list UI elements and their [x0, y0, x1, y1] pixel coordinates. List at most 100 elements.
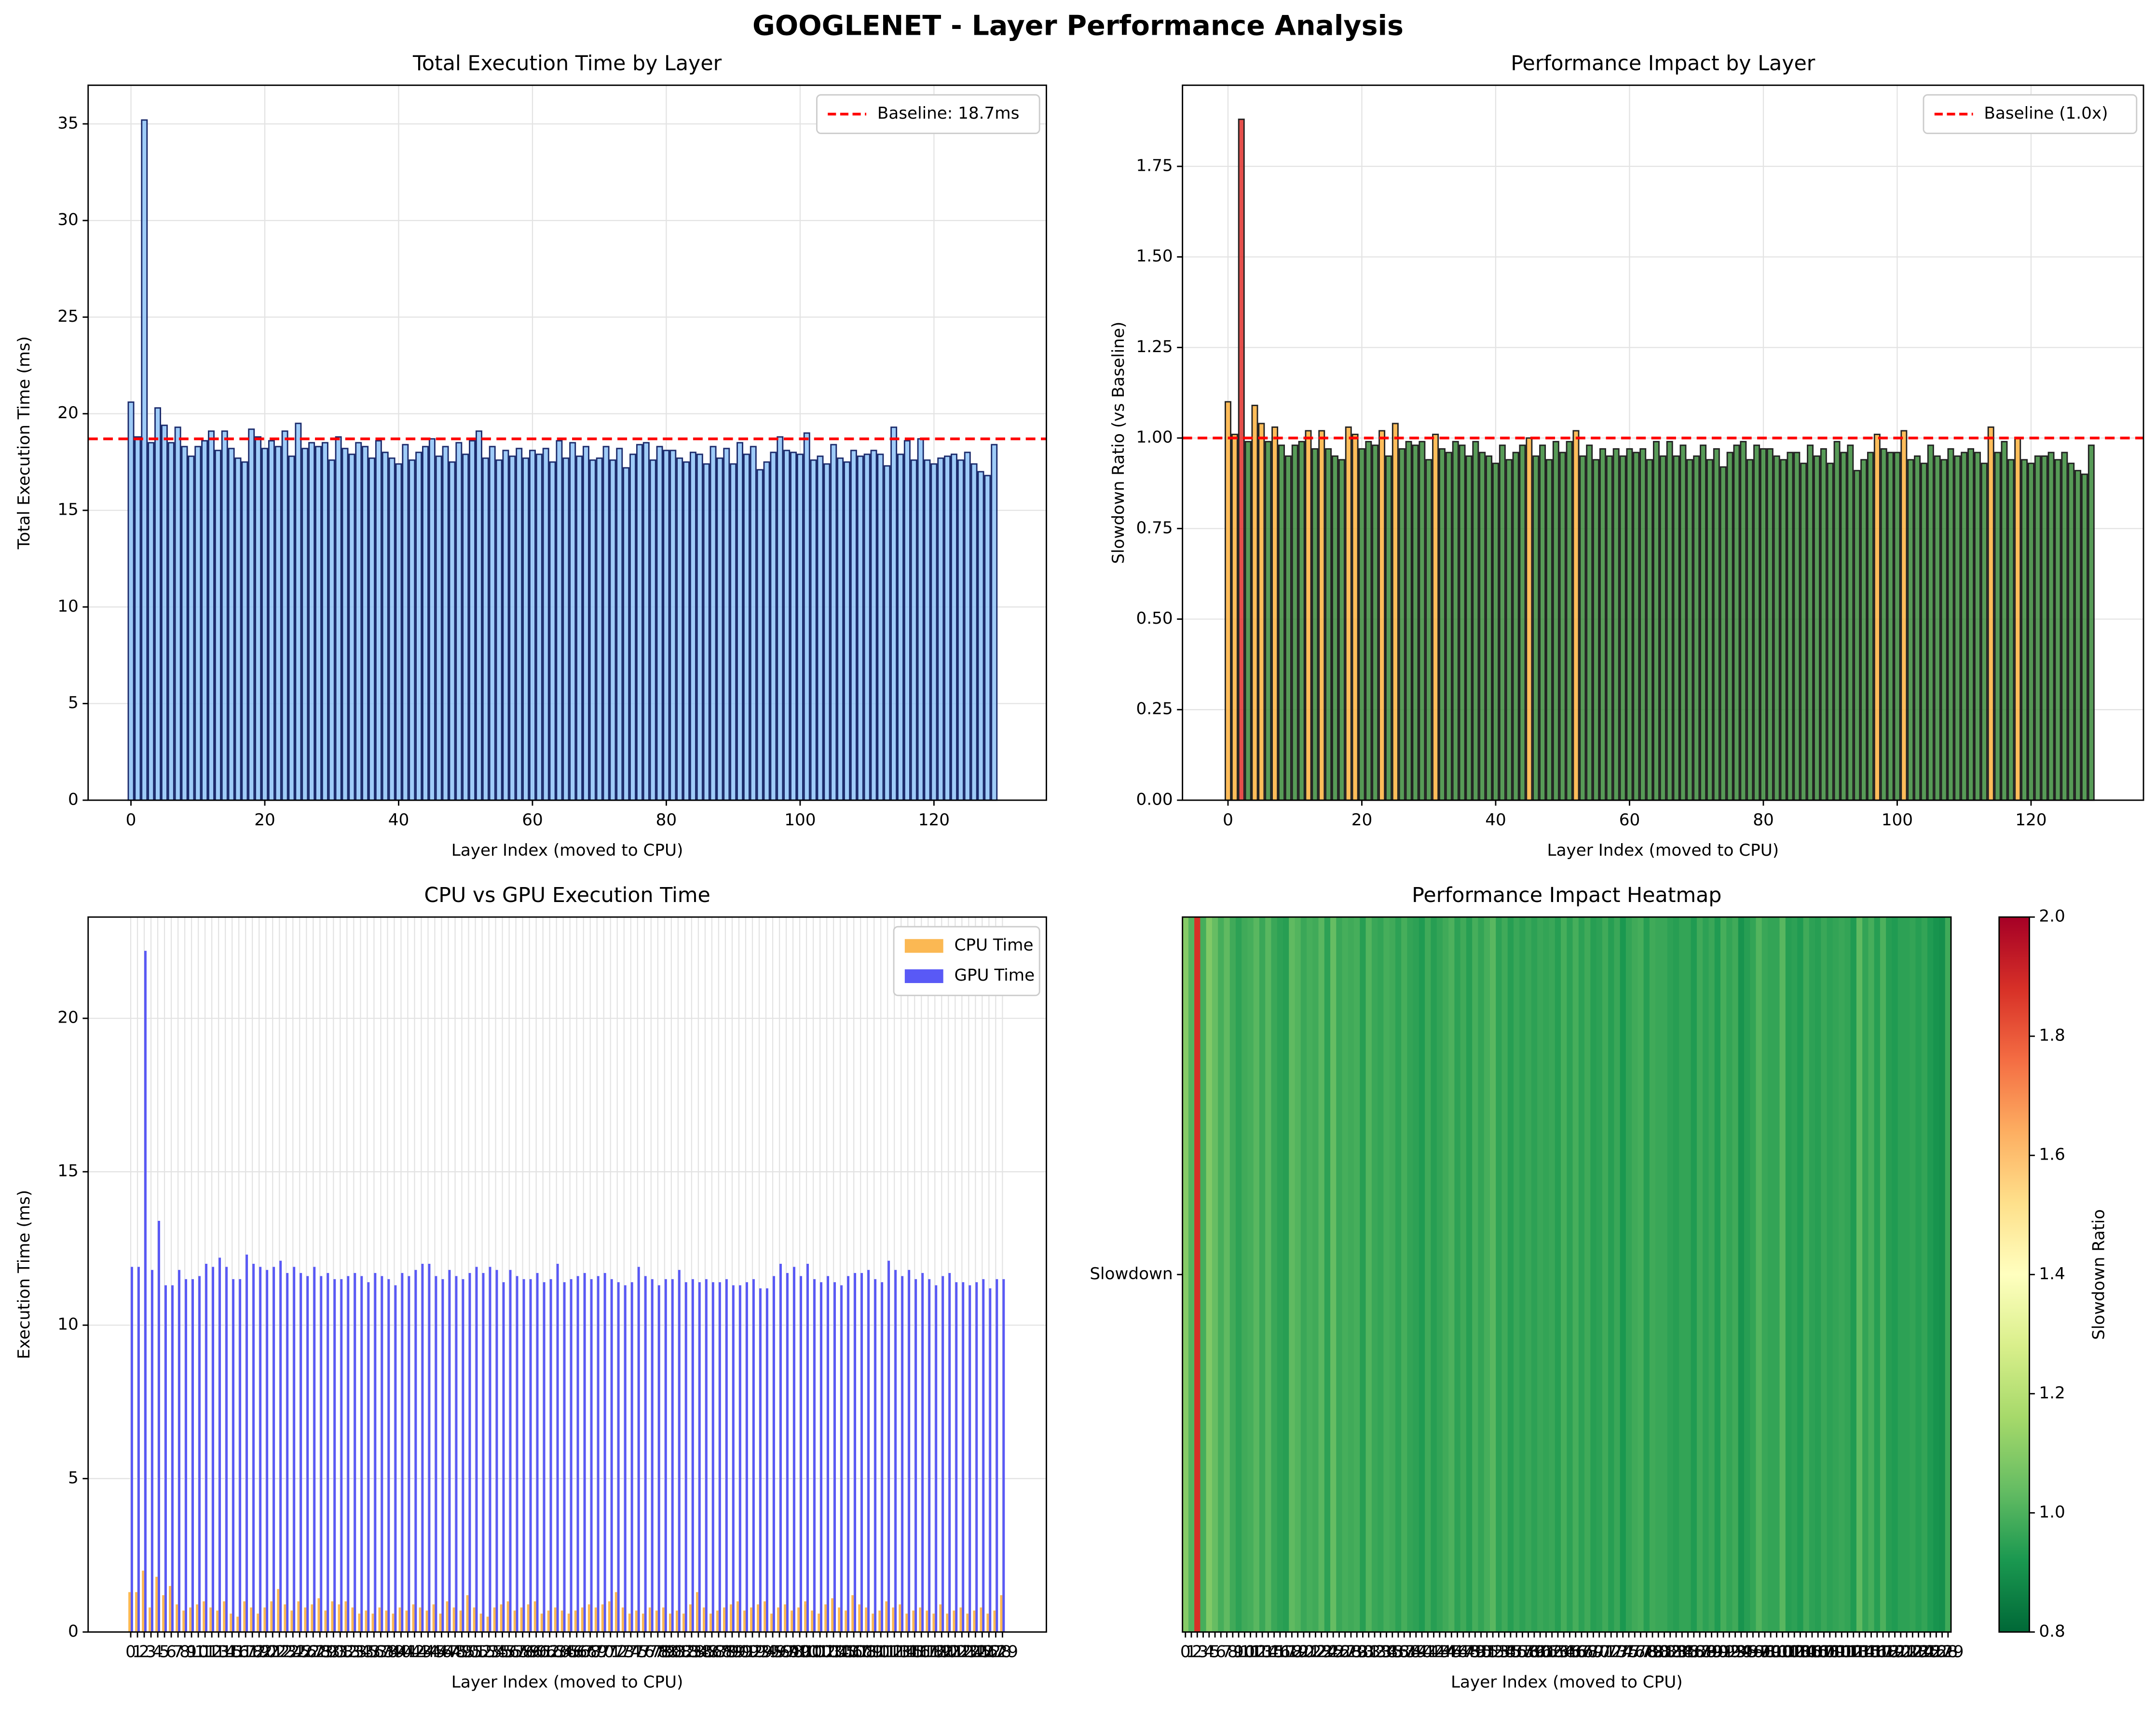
x-tick-label: 120	[2015, 810, 2047, 830]
bar	[732, 1285, 735, 1632]
bar	[594, 1607, 597, 1632]
bar	[268, 440, 275, 801]
x-tick-label: 75	[627, 1642, 648, 1662]
heatmap-cell	[1761, 917, 1768, 1632]
bar	[300, 1273, 302, 1632]
bar	[1686, 459, 1693, 801]
x-axis-label: Layer Index (moved to CPU)	[1451, 1672, 1683, 1692]
bar	[623, 467, 630, 801]
x-tick-label: 5	[159, 1642, 170, 1662]
bar	[857, 455, 864, 801]
heatmap-cell	[1342, 917, 1349, 1632]
x-axis-label: Layer Index (moved to CPU)	[451, 841, 683, 860]
bar	[845, 1610, 847, 1632]
x-tick-label: 104	[1785, 1642, 1816, 1662]
figure-title: GOOGLENET - Layer Performance Analysis	[752, 10, 1404, 42]
x-tick-label: 64	[1553, 1642, 1574, 1662]
bar	[1994, 451, 2001, 801]
x-tick-label: 44	[1435, 1642, 1456, 1662]
bar	[959, 1607, 962, 1632]
x-tick-label: 118	[1867, 1642, 1898, 1662]
x-tick-label: 70	[593, 1642, 614, 1662]
bar	[155, 1576, 158, 1632]
x-tick-label: 129	[1932, 1642, 1964, 1662]
bar	[158, 1220, 160, 1632]
bar	[232, 1279, 235, 1632]
bar	[482, 1273, 485, 1632]
bar	[897, 453, 904, 801]
bar	[996, 1279, 998, 1632]
heatmap-cell	[1892, 917, 1898, 1632]
bar	[362, 446, 369, 801]
bar	[556, 440, 563, 801]
x-tick-label: 77	[641, 1642, 662, 1662]
bar	[270, 1601, 273, 1632]
bar	[827, 1276, 830, 1632]
legend-swatch	[904, 939, 943, 953]
bar	[301, 448, 309, 801]
bar	[786, 1273, 789, 1632]
bar	[1907, 459, 1914, 801]
legend-label: CPU Time	[954, 936, 1033, 955]
heatmap-cell	[1738, 917, 1745, 1632]
bar	[2014, 437, 2021, 801]
x-tick-label: 108	[1808, 1642, 1840, 1662]
heatmap-cell	[1330, 917, 1337, 1632]
bar	[255, 436, 262, 801]
x-tick-label: 51	[1476, 1642, 1498, 1662]
bar	[678, 1270, 681, 1632]
axes-frame	[1182, 84, 2144, 801]
x-tick-label: 74	[620, 1642, 641, 1662]
x-tick-label: 122	[1891, 1642, 1922, 1662]
x-tick-label: 97	[1748, 1642, 1770, 1662]
heatmap-cell	[1578, 917, 1585, 1632]
heatmap-cell	[1253, 917, 1260, 1632]
heatmap-cell	[1933, 917, 1940, 1632]
x-tick-label: 10	[188, 1642, 209, 1662]
bar	[421, 1264, 424, 1632]
bar	[878, 1610, 881, 1632]
x-tick-label: 127	[1921, 1642, 1952, 1662]
bar	[831, 1598, 834, 1632]
x-tick-label: 58	[512, 1642, 533, 1662]
x-tick-label: 109	[1814, 1642, 1845, 1662]
x-tick-label: 129	[987, 1642, 1018, 1662]
heatmap-cell	[1348, 917, 1354, 1632]
x-tick-label: 100	[784, 810, 816, 830]
x-tick-label: 26	[296, 1642, 317, 1662]
bar	[1365, 441, 1372, 801]
x-tick-label: 78	[647, 1642, 669, 1662]
x-tick-label: 67	[1571, 1642, 1592, 1662]
bar	[425, 1610, 428, 1632]
x-tick-label: 64	[553, 1642, 574, 1662]
x-tick-label: 119	[1873, 1642, 1905, 1662]
heatmap-cell	[1543, 917, 1550, 1632]
x-tick-label: 62	[539, 1642, 560, 1662]
bar	[877, 453, 884, 801]
bar	[894, 1270, 897, 1632]
heatmap-cell	[1271, 917, 1278, 1632]
bar	[284, 1604, 287, 1632]
heatmap-cell	[1856, 917, 1863, 1632]
bar	[716, 457, 723, 801]
x-tick-label: 25	[1323, 1642, 1344, 1662]
x-tick-label: 34	[1376, 1642, 1397, 1662]
x-tick-label: 18	[1282, 1642, 1303, 1662]
bar	[803, 432, 810, 801]
bar	[137, 1267, 140, 1632]
bar	[304, 1607, 307, 1632]
heatmap-cell	[1649, 917, 1656, 1632]
bar	[547, 1610, 550, 1632]
x-tick-label: 8	[179, 1642, 190, 1662]
bar	[865, 1607, 868, 1632]
bar	[914, 1279, 917, 1632]
bar	[297, 1601, 300, 1632]
bar	[921, 1273, 924, 1632]
x-tick-label: 106	[1796, 1642, 1828, 1662]
x-tick-label: 2	[1192, 1642, 1202, 1662]
bar	[459, 1610, 462, 1632]
x-tick-label: 16	[1269, 1642, 1291, 1662]
bar	[529, 450, 536, 801]
x-tick-label: 75	[1618, 1642, 1639, 1662]
bar	[705, 1279, 708, 1632]
